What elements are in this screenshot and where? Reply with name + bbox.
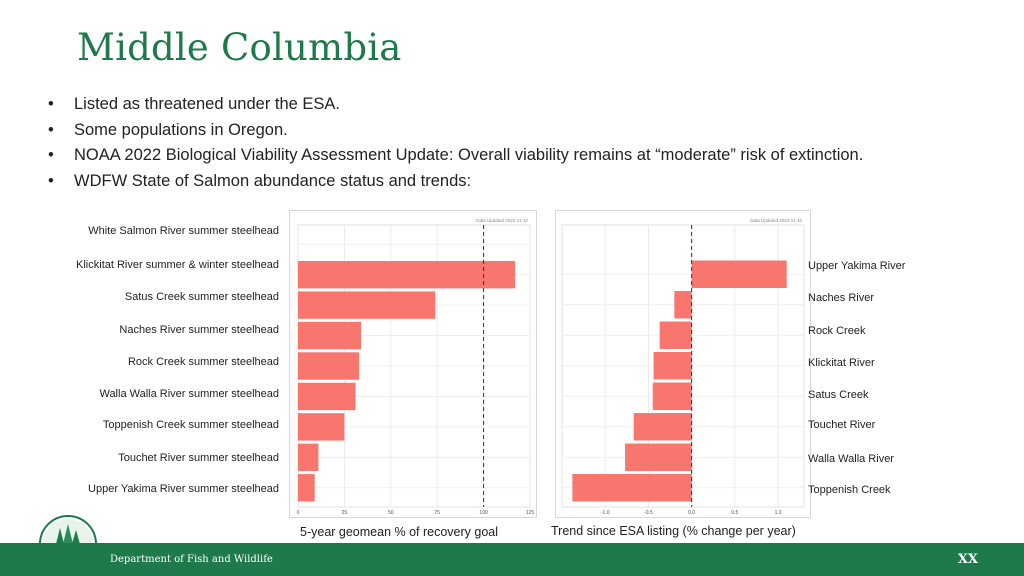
left-bar [298, 352, 360, 380]
left-chart-category-label: Touchet River summer steelhead [118, 452, 279, 464]
left-bar [298, 260, 516, 289]
left-chart-category-label: Upper Yakima River summer steelhead [88, 483, 279, 495]
left-chart-x-axis-label: 5-year geomean % of recovery goal [294, 522, 505, 542]
right-chart-category-label: Toppenish Creek [808, 484, 891, 496]
right-chart-category-label: Rock Creek [808, 325, 866, 337]
left-bar [298, 413, 345, 441]
left-tick-label: 100 [479, 510, 488, 516]
bullet-item: WDFW State of Salmon abundance status an… [46, 169, 863, 195]
right-tick-label: -0.5 [644, 510, 653, 516]
right-bar [653, 352, 692, 380]
footer-page-number: XX [957, 552, 978, 567]
right-chart-category-label: Walla Walla River [808, 453, 894, 465]
left-tick-label: 25 [342, 510, 348, 516]
footer-org-name: Department of Fish and Wildlife [110, 554, 273, 565]
right-bar [652, 382, 692, 410]
left-chart-category-label: Klickitat River summer & winter steelhea… [76, 259, 279, 271]
right-bar [674, 291, 692, 319]
left-tick-label: 50 [388, 510, 394, 516]
left-bar [298, 474, 315, 502]
left-tick-label: 75 [434, 510, 440, 516]
left-bar [298, 291, 436, 319]
bullet-item: Listed as threatened under the ESA. [46, 92, 863, 118]
footer-bar: Department of Fish and Wildlife XX [0, 543, 1024, 576]
right-tick-label: 1.0 [775, 510, 782, 516]
left-chart-svg: 0 25 50 75 100 125 Data Updated 2022-11-10 [297, 218, 535, 516]
right-note-text: Data Updated 2022-11-10 [750, 218, 802, 223]
left-chart-panel: 0 25 50 75 100 125 Data Updated 2022-11-10 [289, 210, 537, 518]
right-chart-x-axis-label: Trend since ESA listing (% change per ye… [545, 521, 802, 541]
right-chart-category-label: Klickitat River [808, 357, 875, 369]
right-chart-category-label: Naches River [808, 292, 875, 304]
right-bar [691, 260, 787, 288]
left-tick-label: 125 [526, 510, 535, 516]
right-tick-label: 0.0 [688, 510, 695, 516]
right-chart-panel: -1.0 -0.5 0.0 0.5 1.0 Data Updated 2022-11-10 [555, 210, 811, 518]
left-chart-category-label: Rock Creek summer steelhead [127, 356, 279, 368]
left-tick-label: 0 [297, 510, 300, 516]
left-chart-category-label: Toppenish Creek summer steelhead [102, 419, 279, 431]
left-bar [298, 443, 319, 472]
bullet-item: Some populations in Oregon. [46, 118, 863, 144]
right-bar [572, 474, 692, 502]
left-chart-category-label: Walla Walla River summer steelhead [99, 388, 279, 400]
left-bar [298, 382, 356, 411]
right-bar [633, 413, 692, 441]
right-chart-category-label: Touchet River [808, 419, 876, 431]
bullet-list: Listed as threatened under the ESA. Some… [46, 92, 863, 194]
left-chart-category-label: Satus Creek summer steelhead [124, 291, 279, 303]
left-note-text: Data Updated 2022-11-10 [476, 218, 528, 223]
right-chart-category-label: Upper Yakima River [808, 260, 906, 272]
right-bar [659, 321, 692, 349]
right-tick-label: 0.5 [731, 510, 738, 516]
slide-title: Middle Columbia [77, 26, 402, 69]
left-bar [298, 321, 362, 350]
right-tick-label: -1.0 [601, 510, 610, 516]
right-bar [625, 443, 692, 471]
bullet-item: NOAA 2022 Biological Viability Assessmen… [46, 143, 863, 169]
right-chart-svg: -1.0 -0.5 0.0 0.5 1.0 Data Updated 2022-11-10 [561, 218, 805, 516]
left-chart-category-label: Naches River summer steelhead [119, 324, 279, 336]
right-chart-category-label: Satus Creek [808, 389, 869, 401]
left-chart-category-label: White Salmon River summer steelhead [88, 225, 279, 237]
